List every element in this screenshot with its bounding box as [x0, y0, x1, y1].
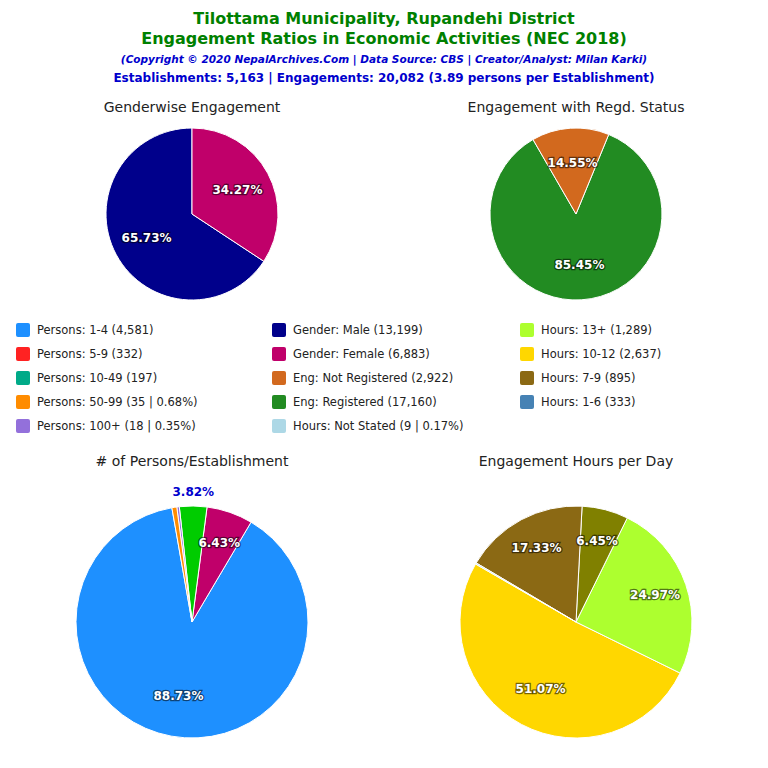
title: Tilottama Municipality, Rupandehi Distri… [193, 9, 575, 28]
data-label: 51.07% [516, 682, 566, 696]
legend-swatch [272, 323, 286, 337]
legend: Persons: 1-4 (4,581) Persons: 5-9 (332) Pe… [16, 323, 661, 433]
pie-title: Engagement Hours per Day [479, 453, 674, 469]
legend-item: Hours: 1-6 (333) [520, 395, 636, 409]
pie-chart: # of Persons/Establishment 88.73% 6.43% 3.8… [76, 453, 308, 738]
legend-item: Hours: 10-12 (2,637) [520, 347, 661, 361]
legend-label: Persons: 100+ (18 | 0.35%) [37, 419, 196, 433]
data-label: 65.73% [122, 231, 172, 245]
data-label: 88.73% [154, 689, 204, 703]
legend-label: Hours: 1-6 (333) [541, 395, 636, 409]
legend-label: Persons: 1-4 (4,581) [37, 323, 154, 337]
legend-label: Hours: 10-12 (2,637) [541, 347, 661, 361]
legend-swatch [16, 419, 30, 433]
slices [76, 506, 308, 738]
pie-slice [476, 506, 582, 622]
legend-item: Hours: Not Stated (9 | 0.17%) [272, 419, 463, 433]
legend-swatch [272, 347, 286, 361]
header: Tilottama Municipality, Rupandehi Distri… [113, 9, 654, 85]
pie-slice [490, 134, 662, 300]
legend-label: Persons: 5-9 (332) [37, 347, 143, 361]
data-labels: 65.73% 34.27% [122, 183, 263, 246]
pie-slice [192, 128, 278, 261]
legend-swatch [272, 371, 286, 385]
legend-label: Persons: 50-99 (35 | 0.68%) [37, 395, 198, 409]
slices [490, 128, 662, 300]
legend-swatch [520, 395, 534, 409]
subtitle: (Copyright © 2020 NepalArchives.Com | Da… [121, 53, 647, 66]
pie-slice [476, 563, 576, 622]
legend-swatch [272, 419, 286, 433]
legend-item: Gender: Female (6,883) [272, 347, 430, 361]
data-labels: 85.45% 14.55% [548, 156, 605, 273]
pie-slice [576, 506, 627, 622]
legend-item: Persons: 1-4 (4,581) [16, 323, 154, 337]
legend-item: Persons: 100+ (18 | 0.35%) [16, 419, 196, 433]
chart-canvas: Tilottama Municipality, Rupandehi Distri… [0, 0, 768, 768]
legend-swatch [520, 323, 534, 337]
legend-swatch [16, 323, 30, 337]
slices [106, 128, 278, 300]
pie-chart: Engagement Hours per Day 51.07% 24.97% 6.45… [460, 453, 692, 738]
legend-label: Persons: 10-49 (197) [37, 371, 157, 385]
legend-item: Hours: 13+ (1,289) [520, 323, 652, 337]
data-label: 17.33% [512, 541, 562, 555]
data-label: 6.45% [576, 534, 618, 548]
legend-swatch [520, 347, 534, 361]
data-label: 14.55% [548, 156, 598, 170]
legend-label: Hours: 13+ (1,289) [541, 323, 652, 337]
legend-item: Eng: Not Registered (2,922) [272, 371, 453, 385]
pie-title: Genderwise Engagement [104, 99, 281, 115]
subtitle: Establishments: 5,163 | Engagements: 20,… [113, 71, 654, 85]
data-labels: 51.07% 24.97% 6.45% 17.33% [512, 534, 680, 695]
legend-item: Eng: Registered (17,160) [272, 395, 437, 409]
pie-title: # of Persons/Establishment [96, 453, 289, 469]
legend-item: Hours: 7-9 (895) [520, 371, 636, 385]
pie-chart: Engagement with Regd. Status 85.45% 14.55% [468, 99, 685, 300]
pie-chart: Genderwise Engagement 65.73% 34.27% [104, 99, 281, 300]
page: {"title": ["Tilottama Municipality, Rupa… [0, 0, 768, 768]
data-label: 34.27% [212, 183, 262, 197]
legend-label: Eng: Not Registered (2,922) [293, 371, 453, 385]
data-labels: 88.73% 6.43% 3.82% [154, 485, 241, 703]
slices [460, 506, 692, 738]
legend-swatch [520, 371, 534, 385]
legend-label: Gender: Female (6,883) [293, 347, 430, 361]
background [0, 0, 768, 768]
legend-label: Eng: Registered (17,160) [293, 395, 437, 409]
data-label: 3.82% [173, 485, 215, 499]
pie-slice [576, 518, 692, 673]
legend-label: Gender: Male (13,199) [293, 323, 423, 337]
data-label: 6.43% [198, 536, 240, 550]
legend-item: Persons: 50-99 (35 | 0.68%) [16, 395, 198, 409]
data-label: 85.45% [554, 258, 604, 272]
pie-slice [172, 507, 192, 622]
legend-item: Gender: Male (13,199) [272, 323, 423, 337]
pie-title: Engagement with Regd. Status [468, 99, 685, 115]
title: Engagement Ratios in Economic Activities… [141, 29, 627, 48]
legend-item: Persons: 5-9 (332) [16, 347, 143, 361]
legend-swatch [272, 395, 286, 409]
legend-swatch [16, 371, 30, 385]
pie-slice [533, 128, 609, 214]
legend-swatch [16, 347, 30, 361]
legend-label: Hours: 7-9 (895) [541, 371, 636, 385]
legend-item: Persons: 10-49 (197) [16, 371, 157, 385]
legend-label: Hours: Not Stated (9 | 0.17%) [293, 419, 463, 433]
data-label: 24.97% [630, 588, 680, 602]
legend-swatch [16, 395, 30, 409]
